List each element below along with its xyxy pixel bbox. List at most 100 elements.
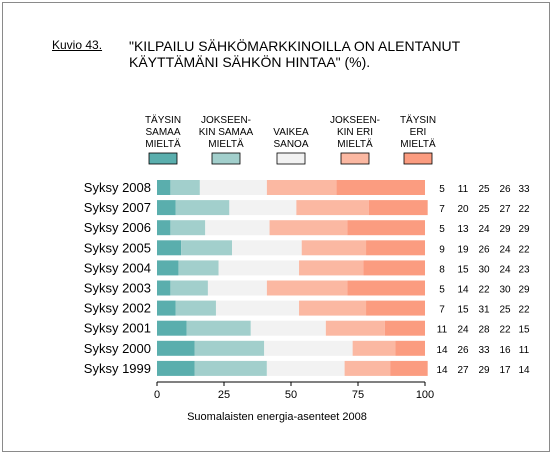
value-label-9-2: 26 bbox=[457, 345, 469, 356]
value-label-9-3: 33 bbox=[478, 345, 490, 356]
bar-8-segment-5 bbox=[384, 320, 425, 336]
bar-2-segment-2 bbox=[175, 200, 230, 216]
bar-5-segment-3 bbox=[218, 260, 300, 276]
legend-swatch-5 bbox=[403, 152, 433, 165]
value-label-1-4: 26 bbox=[499, 184, 511, 195]
value-label-4-2: 19 bbox=[457, 244, 469, 255]
value-label-5-1: 8 bbox=[439, 264, 445, 275]
bar-6-segment-5 bbox=[347, 280, 425, 296]
bar-3-segment-5 bbox=[347, 220, 425, 236]
legend-label-4-line-1: JOKSEEN- bbox=[330, 115, 380, 126]
value-label-2-1: 7 bbox=[439, 204, 445, 215]
source-label: Suomalaisten energia-asenteet 2008 bbox=[187, 411, 367, 423]
chart-title: "KILPAILU SÄHKÖMARKKINOILLA ON ALENTANUT… bbox=[129, 38, 529, 70]
bars-group bbox=[157, 180, 428, 376]
bar-10-segment-2 bbox=[194, 360, 267, 376]
bar-2-segment-3 bbox=[229, 200, 297, 216]
bar-10-segment-3 bbox=[266, 360, 345, 376]
value-label-8-3: 28 bbox=[478, 325, 490, 336]
value-label-4-3: 26 bbox=[478, 244, 490, 255]
legend-label-5-line-1: TÄYSIN bbox=[400, 114, 436, 126]
legend-label-2-line-3: MIELTÄ bbox=[208, 138, 244, 150]
bar-2-segment-1 bbox=[157, 200, 176, 216]
bar-9-segment-4 bbox=[352, 340, 396, 356]
chart-title-line-1: "KILPAILU SÄHKÖMARKKINOILLA ON ALENTANUT bbox=[129, 38, 461, 54]
bar-3-segment-1 bbox=[157, 220, 171, 236]
bar-7-segment-1 bbox=[157, 300, 176, 316]
bar-4-segment-3 bbox=[232, 240, 302, 256]
value-label-3-3: 24 bbox=[478, 224, 490, 235]
legend-label-5-line-2: ERI bbox=[410, 127, 427, 138]
bar-10-segment-1 bbox=[157, 360, 195, 376]
bar-4-segment-5 bbox=[366, 240, 425, 256]
bar-2-segment-4 bbox=[296, 200, 369, 216]
x-tick-label-3: 50 bbox=[285, 389, 297, 401]
legend-swatch-2 bbox=[211, 152, 241, 165]
bar-7-segment-5 bbox=[366, 300, 425, 316]
value-label-7-1: 7 bbox=[439, 305, 445, 316]
category-label-7: Syksy 2002 bbox=[84, 301, 151, 316]
value-label-7-4: 25 bbox=[499, 305, 511, 316]
value-label-5-3: 30 bbox=[478, 264, 490, 275]
value-label-6-3: 22 bbox=[478, 285, 490, 296]
value-label-10-3: 29 bbox=[478, 365, 490, 376]
legend-label-2-line-1: JOKSEEN- bbox=[201, 115, 251, 126]
value-label-5-5: 23 bbox=[518, 264, 530, 275]
value-label-7-2: 15 bbox=[457, 305, 469, 316]
value-label-10-5: 14 bbox=[518, 365, 530, 376]
x-tick-label-4: 75 bbox=[352, 389, 364, 401]
bar-3-segment-3 bbox=[205, 220, 270, 236]
value-label-3-5: 29 bbox=[518, 224, 530, 235]
bar-6-segment-4 bbox=[266, 280, 348, 296]
category-label-5: Syksy 2004 bbox=[84, 260, 151, 275]
category-label-4: Syksy 2005 bbox=[84, 240, 151, 255]
value-label-6-4: 30 bbox=[499, 285, 511, 296]
bar-9-segment-5 bbox=[395, 340, 425, 356]
value-label-8-4: 22 bbox=[499, 325, 511, 336]
bar-9-segment-2 bbox=[194, 340, 265, 356]
bar-7-segment-2 bbox=[175, 300, 216, 316]
bar-1-segment-4 bbox=[266, 180, 337, 195]
value-label-2-5: 22 bbox=[518, 204, 530, 215]
chart-title-line-2: KÄYTTÄMÄNI SÄHKÖN HINTAA" (%). bbox=[129, 54, 371, 70]
legend-label-1-line-2: SAMAA bbox=[145, 127, 180, 138]
bar-9-segment-1 bbox=[157, 340, 195, 356]
bar-3-segment-4 bbox=[269, 220, 348, 236]
bar-1-segment-2 bbox=[170, 180, 200, 195]
bar-9-segment-3 bbox=[264, 340, 353, 356]
category-label-1: Syksy 2008 bbox=[84, 180, 151, 195]
value-label-10-1: 14 bbox=[436, 365, 448, 376]
value-label-7-3: 31 bbox=[478, 305, 490, 316]
value-label-6-5: 29 bbox=[518, 285, 530, 296]
value-label-9-5: 11 bbox=[519, 345, 530, 356]
legend-label-4-line-3: MIELTÄ bbox=[337, 138, 373, 150]
legend-label-5-line-3: MIELTÄ bbox=[400, 138, 436, 150]
bar-8-segment-2 bbox=[186, 320, 251, 336]
category-label-6: Syksy 2003 bbox=[84, 281, 151, 296]
legend-swatch-3 bbox=[276, 152, 306, 165]
category-label-3: Syksy 2006 bbox=[84, 220, 151, 235]
value-label-2-3: 25 bbox=[478, 204, 490, 215]
bar-7-segment-4 bbox=[299, 300, 367, 316]
x-axis: 0 25 50 75 100 bbox=[154, 381, 434, 401]
bar-5-segment-4 bbox=[299, 260, 364, 276]
value-label-6-1: 5 bbox=[439, 285, 445, 296]
bar-4-segment-2 bbox=[181, 240, 233, 256]
bar-6-segment-2 bbox=[170, 280, 208, 296]
value-label-8-2: 24 bbox=[457, 325, 469, 336]
value-label-3-2: 13 bbox=[457, 224, 469, 235]
bar-1-segment-1 bbox=[157, 180, 171, 195]
value-label-3-1: 5 bbox=[439, 224, 445, 235]
value-label-10-4: 17 bbox=[499, 365, 511, 376]
bar-1-segment-3 bbox=[199, 180, 267, 195]
legend-label-1-line-3: MIELTÄ bbox=[145, 138, 181, 150]
bar-1-segment-5 bbox=[336, 180, 425, 195]
bar-5-segment-1 bbox=[157, 260, 179, 276]
value-label-8-5: 15 bbox=[518, 325, 530, 336]
legend-label-4-line-2: KIN ERI bbox=[337, 127, 373, 138]
value-label-10-2: 27 bbox=[457, 365, 469, 376]
category-label-2: Syksy 2007 bbox=[84, 200, 151, 215]
bar-4-segment-4 bbox=[301, 240, 367, 256]
value-label-7-5: 22 bbox=[518, 305, 530, 316]
